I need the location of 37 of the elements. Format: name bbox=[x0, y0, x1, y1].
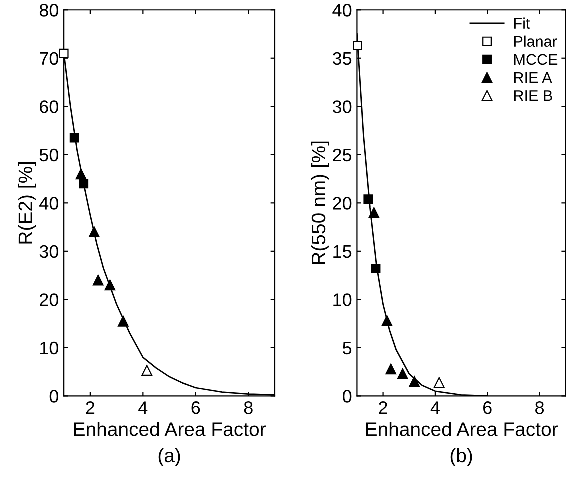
x-tick-label: 4 bbox=[430, 402, 440, 414]
y-tick-label: 40 bbox=[332, 4, 352, 17]
y-tick-label: 30 bbox=[332, 100, 352, 114]
legend-label: RIE A bbox=[514, 72, 552, 84]
x-axis-title: Enhanced Area Factor bbox=[74, 422, 266, 436]
y-tick-label: 15 bbox=[334, 246, 352, 258]
legend-label: MCCE bbox=[514, 54, 558, 66]
y-tick-label: 5 bbox=[343, 342, 352, 355]
y-tick-label: 25 bbox=[333, 148, 352, 162]
x-tick-label: 2 bbox=[86, 402, 95, 414]
x-tick-label: 4 bbox=[138, 402, 148, 414]
y-tick-label: 60 bbox=[40, 100, 59, 114]
text: (a) bbox=[158, 448, 180, 466]
y-tick-label: 20 bbox=[40, 294, 59, 306]
y-tick-label: 10 bbox=[334, 294, 352, 306]
y-tick-label: 0 bbox=[343, 390, 352, 403]
y-tick-label: 20 bbox=[333, 197, 352, 210]
legend-label: Planar bbox=[514, 36, 558, 48]
y-axis-title: R(E2) [%] bbox=[18, 162, 36, 244]
y-tick-label: 35 bbox=[332, 52, 352, 66]
text: (b) bbox=[450, 448, 472, 466]
y-tick-label: 30 bbox=[40, 245, 59, 258]
y-tick-label: 50 bbox=[40, 148, 59, 162]
x-tick-label: 6 bbox=[192, 402, 200, 414]
y-tick-label: 70 bbox=[40, 52, 59, 66]
y-tick-label: 0 bbox=[50, 390, 59, 403]
x-tick-label: 8 bbox=[536, 402, 544, 414]
x-tick-label: 8 bbox=[244, 402, 253, 414]
legend-label: Fit bbox=[514, 18, 530, 29]
y-tick-label: 40 bbox=[40, 197, 59, 210]
x-tick-label: 2 bbox=[379, 402, 388, 414]
x-tick-label: 6 bbox=[484, 402, 492, 414]
legend-label: RIE B bbox=[514, 90, 552, 102]
x-axis-title: Enhanced Area Factor bbox=[366, 422, 558, 436]
y-tick-label: 80 bbox=[40, 4, 59, 17]
y-tick-label: 10 bbox=[40, 342, 59, 355]
y-axis-title: R(550 nm) [%] bbox=[311, 142, 330, 264]
